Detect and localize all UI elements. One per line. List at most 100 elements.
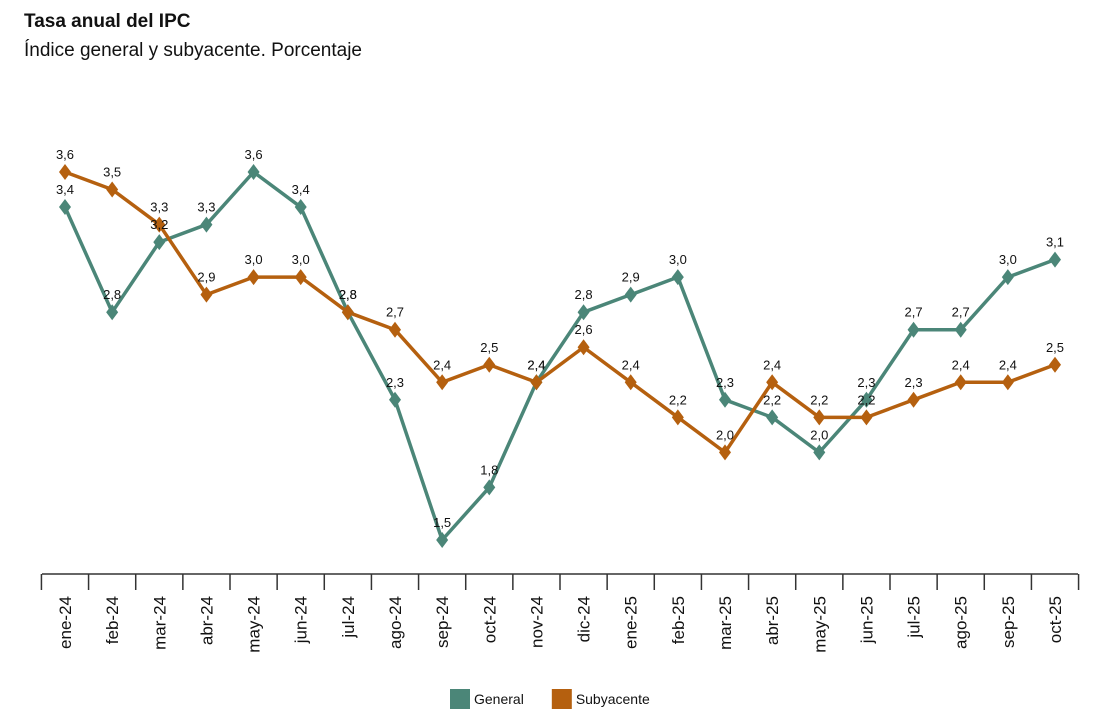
- data-label: 2,5: [1046, 340, 1064, 355]
- data-label: 3,4: [56, 182, 74, 197]
- data-label: 2,4: [527, 357, 545, 372]
- x-tick-label: mar-24: [150, 596, 169, 650]
- point-marker: [860, 409, 873, 426]
- data-label: 2,7: [905, 305, 923, 320]
- point-marker: [436, 374, 449, 391]
- data-label: 2,3: [857, 375, 875, 390]
- x-tick-label: feb-25: [669, 596, 688, 644]
- point-marker: [624, 286, 637, 303]
- data-label: 3,6: [245, 147, 263, 162]
- data-label: 3,3: [150, 200, 168, 215]
- data-label: 3,0: [999, 252, 1017, 267]
- data-label: 1,8: [480, 462, 498, 477]
- x-tick-label: may-25: [810, 596, 829, 653]
- series-line: [63, 170, 1056, 542]
- point-marker: [294, 269, 307, 286]
- data-label: 2,4: [952, 357, 970, 372]
- point-marker: [671, 269, 684, 286]
- data-label: 2,8: [339, 287, 357, 302]
- data-label: 3,0: [669, 252, 687, 267]
- x-tick-label: jun-24: [292, 596, 311, 644]
- data-label: 2,8: [339, 287, 357, 302]
- point-marker: [954, 374, 967, 391]
- point-marker: [907, 321, 920, 338]
- chart-subtitle: Índice general y subyacente. Porcentaje: [24, 40, 362, 61]
- data-label: 3,3: [197, 200, 215, 215]
- data-label: 2,9: [197, 270, 215, 285]
- x-tick-label: ago-25: [952, 596, 971, 649]
- point-marker: [530, 374, 543, 391]
- point-marker: [1049, 356, 1061, 373]
- data-label: 2,8: [575, 287, 593, 302]
- data-label: 2,5: [480, 340, 498, 355]
- x-tick-label: oct-24: [480, 596, 499, 643]
- point-marker: [1001, 374, 1014, 391]
- data-label: 2,9: [622, 270, 640, 285]
- point-marker: [389, 391, 401, 408]
- x-tick-label: sep-24: [433, 596, 452, 648]
- data-label: 2,4: [999, 357, 1017, 372]
- point-marker: [247, 164, 260, 180]
- x-tick-label: jul-24: [339, 596, 358, 639]
- x-tick-label: may-24: [245, 596, 264, 653]
- data-label: 3,5: [103, 165, 121, 180]
- point-marker: [436, 532, 449, 548]
- point-marker: [247, 269, 260, 286]
- data-label: 2,2: [810, 392, 828, 407]
- legend-label: General: [474, 691, 524, 707]
- x-tick-label: feb-24: [103, 596, 122, 644]
- x-tick-label: abr-24: [197, 596, 216, 645]
- point-marker: [483, 479, 496, 496]
- point-marker: [341, 304, 354, 321]
- data-label: 2,7: [952, 305, 970, 320]
- legend-label: Subyacente: [576, 691, 650, 707]
- point-marker: [954, 321, 967, 338]
- data-label: 2,0: [716, 427, 734, 442]
- point-marker: [719, 391, 731, 408]
- x-tick-label: dic-24: [575, 596, 594, 642]
- legend-swatch: [551, 689, 572, 709]
- legend-swatch: [450, 689, 470, 709]
- data-label: 1,5: [433, 515, 451, 530]
- point-marker: [813, 444, 826, 461]
- data-label: 2,4: [622, 357, 640, 372]
- data-label: 3,1: [1046, 235, 1064, 250]
- data-label: 2,6: [575, 322, 593, 337]
- point-marker: [907, 391, 920, 408]
- x-tick-label: ene-24: [56, 596, 75, 649]
- point-marker: [624, 374, 637, 391]
- data-label: 2,7: [386, 305, 404, 320]
- data-label: 3,6: [56, 147, 74, 162]
- data-label: 3,0: [292, 252, 310, 267]
- data-label: 3,0: [245, 252, 263, 267]
- point-marker: [577, 339, 590, 356]
- point-marker: [1001, 269, 1014, 286]
- point-marker: [200, 286, 213, 303]
- data-label: 2,2: [669, 392, 687, 407]
- data-label: 3,4: [292, 182, 310, 197]
- data-label: 2,0: [810, 427, 828, 442]
- point-marker: [106, 304, 119, 321]
- point-marker: [389, 321, 401, 338]
- data-label: 2,8: [103, 287, 121, 302]
- data-label: 2,3: [905, 375, 923, 390]
- x-tick-label: ago-24: [386, 596, 405, 649]
- point-marker: [671, 409, 684, 426]
- point-marker: [577, 304, 590, 321]
- chart-title: Tasa anual del IPC: [24, 11, 191, 32]
- x-tick-label: ene-25: [622, 596, 641, 649]
- point-marker: [483, 356, 496, 373]
- point-marker: [1049, 251, 1061, 268]
- point-marker: [766, 409, 779, 426]
- data-label: 2,4: [763, 357, 781, 372]
- x-tick-label: mar-25: [716, 596, 735, 650]
- data-label: 2,4: [433, 357, 451, 372]
- x-tick-label: oct-25: [1046, 596, 1065, 643]
- data-label: 2,3: [716, 375, 734, 390]
- point-marker: [860, 391, 873, 408]
- point-marker: [719, 444, 731, 461]
- data-label: 3,2: [150, 217, 168, 232]
- point-marker: [766, 374, 779, 391]
- point-marker: [59, 199, 71, 216]
